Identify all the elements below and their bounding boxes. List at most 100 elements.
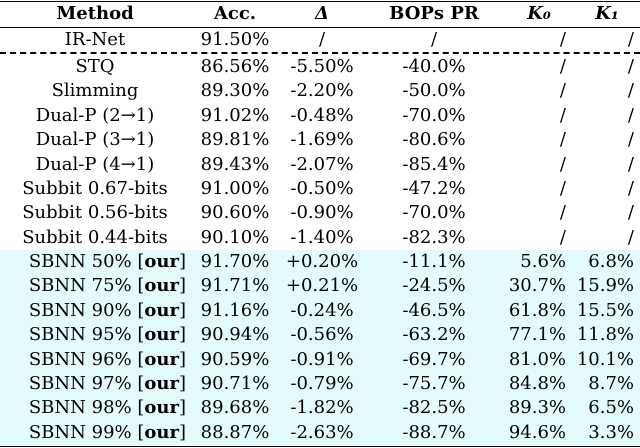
k0-cell: 94.6% [508, 421, 566, 443]
method-suffix: ] [178, 251, 186, 272]
method-suffix: ] [178, 275, 186, 297]
method-cell: STQ [75, 56, 115, 77]
method-prefix: SBNN 90% [ [28, 299, 145, 321]
k0-cell: 5.6% [520, 251, 566, 272]
k0-cell: / [559, 104, 566, 126]
our-method-row: SBNN 96% [our] 90.59% -0.91% -69.7% 81.0% 10.… [0, 347, 640, 372]
bops-cell: -11.1% [402, 251, 466, 272]
our-tag: our [144, 348, 179, 370]
method-cell: SBNN 95% [our] [0, 323, 186, 347]
acc-cell: 91.16% [200, 299, 270, 321]
delta-cell: -1.69% [290, 129, 354, 151]
top-rule [0, 1, 640, 2]
acc-cell: 89.68% [200, 397, 270, 419]
bops-cell: -40.0% [402, 56, 466, 77]
delta-cell: -2.63% [290, 421, 354, 443]
method-cell: SBNN 50% [our] [0, 250, 186, 274]
method-prefix: SBNN 75% [ [28, 275, 145, 297]
method-prefix: SBNN 98% [ [28, 397, 145, 419]
method-cell: Slimming [51, 80, 139, 102]
delta-cell: -1.82% [290, 397, 354, 419]
baseline-acc: 91.50% [200, 29, 270, 50]
delta-cell: -0.50% [290, 178, 354, 199]
our-tag: our [144, 299, 179, 321]
method-cell: SBNN 99% [our] [0, 421, 186, 445]
delta-cell: -2.20% [290, 80, 354, 102]
bops-cell: -82.3% [402, 226, 466, 248]
our-method-row: SBNN 90% [our] 91.16% -0.24% -46.5% 61.8% 15.… [0, 298, 640, 324]
acc-cell: 90.60% [200, 202, 270, 224]
acc-cell: 88.87% [200, 421, 270, 443]
header-method: Method [56, 3, 134, 24]
k0-cell: 89.3% [508, 397, 566, 419]
our-method-row: SBNN 95% [our] 90.94% -0.56% -63.2% 77.1% 11.… [0, 323, 640, 348]
k1-cell: / [627, 226, 634, 248]
delta-cell: -0.48% [290, 104, 354, 126]
method-cell: Dual-P (3→1) [35, 129, 155, 151]
acc-cell: 90.10% [200, 226, 270, 248]
acc-cell: 86.56% [200, 56, 270, 77]
method-prefix: SBNN 97% [ [28, 373, 145, 394]
acc-cell: 89.81% [200, 129, 270, 151]
method-cell: Subbit 0.44-bits [22, 226, 168, 248]
bops-cell: -70.0% [402, 104, 466, 126]
k1-cell: / [627, 56, 634, 77]
our-tag: our [144, 397, 179, 419]
bops-cell: -69.7% [402, 348, 466, 370]
method-cell: SBNN 98% [our] [0, 396, 186, 420]
method-suffix: ] [178, 397, 186, 419]
bops-cell: -85.4% [402, 153, 466, 175]
method-cell: SBNN 90% [our] [0, 299, 186, 323]
acc-cell: 90.59% [200, 348, 270, 370]
k1-cell: 10.1% [576, 348, 634, 370]
our-tag: our [144, 421, 179, 443]
dashed-separator [0, 52, 640, 54]
method-cell: SBNN 75% [our] [0, 274, 186, 298]
header-rule [0, 27, 640, 28]
bops-cell: -88.7% [402, 421, 466, 443]
baseline-k1: / [627, 29, 634, 50]
our-method-row: SBNN 99% [our] 88.87% -2.63% -88.7% 94.6% 3.3… [0, 420, 640, 446]
header-k0: K₀ [527, 3, 551, 24]
k0-cell: / [559, 129, 566, 151]
our-tag: our [144, 275, 179, 297]
our-method-row: SBNN 98% [our] 89.68% -1.82% -82.5% 89.3% 6.5… [0, 396, 640, 421]
k0-cell: / [559, 178, 566, 199]
k1-cell: 8.7% [588, 373, 634, 394]
table-row: Subbit 0.67-bits 91.00% -0.50% -47.2% / / [0, 177, 640, 201]
k1-cell: / [627, 202, 634, 224]
baseline-k0: / [559, 29, 566, 50]
k1-cell: / [627, 104, 634, 126]
table-row: Dual-P (4→1) 89.43% -2.07% -85.4% / / [0, 153, 640, 177]
table-row: Dual-P (3→1) 89.81% -1.69% -80.6% / / [0, 128, 640, 152]
k1-cell: / [627, 178, 634, 199]
method-suffix: ] [178, 421, 186, 443]
k0-cell: / [559, 56, 566, 77]
acc-cell: 91.71% [200, 275, 270, 297]
table-row: Slimming 89.30% -2.20% -50.0% / / [0, 79, 640, 103]
delta-cell: -5.50% [290, 56, 354, 77]
our-tag: our [144, 324, 179, 346]
k0-cell: 84.8% [508, 373, 566, 394]
acc-cell: 90.94% [200, 324, 270, 346]
k1-cell: 3.3% [588, 421, 634, 443]
k0-cell: 77.1% [508, 324, 566, 346]
method-prefix: SBNN 95% [ [28, 324, 145, 346]
baseline-delta: / [318, 29, 326, 50]
acc-cell: 91.00% [200, 178, 270, 199]
method-cell: SBNN 97% [our] [0, 372, 186, 396]
our-method-row: SBNN 75% [our] 91.71% +0.21% -24.5% 30.7% 15.… [0, 274, 640, 299]
bops-cell: -70.0% [402, 202, 466, 224]
our-tag: our [144, 373, 179, 394]
header-acc: Acc. [213, 3, 257, 24]
acc-cell: 89.43% [200, 153, 270, 175]
bops-cell: -63.2% [402, 324, 466, 346]
our-method-row: SBNN 97% [our] 90.71% -0.79% -75.7% 84.8% 8.7… [0, 372, 640, 397]
k0-cell: 81.0% [508, 348, 566, 370]
method-cell: SBNN 96% [our] [0, 348, 186, 372]
delta-cell: -2.07% [290, 153, 354, 175]
k1-cell: 6.8% [588, 251, 634, 272]
header-k1: K₁ [595, 3, 619, 24]
bops-cell: -24.5% [402, 275, 466, 297]
